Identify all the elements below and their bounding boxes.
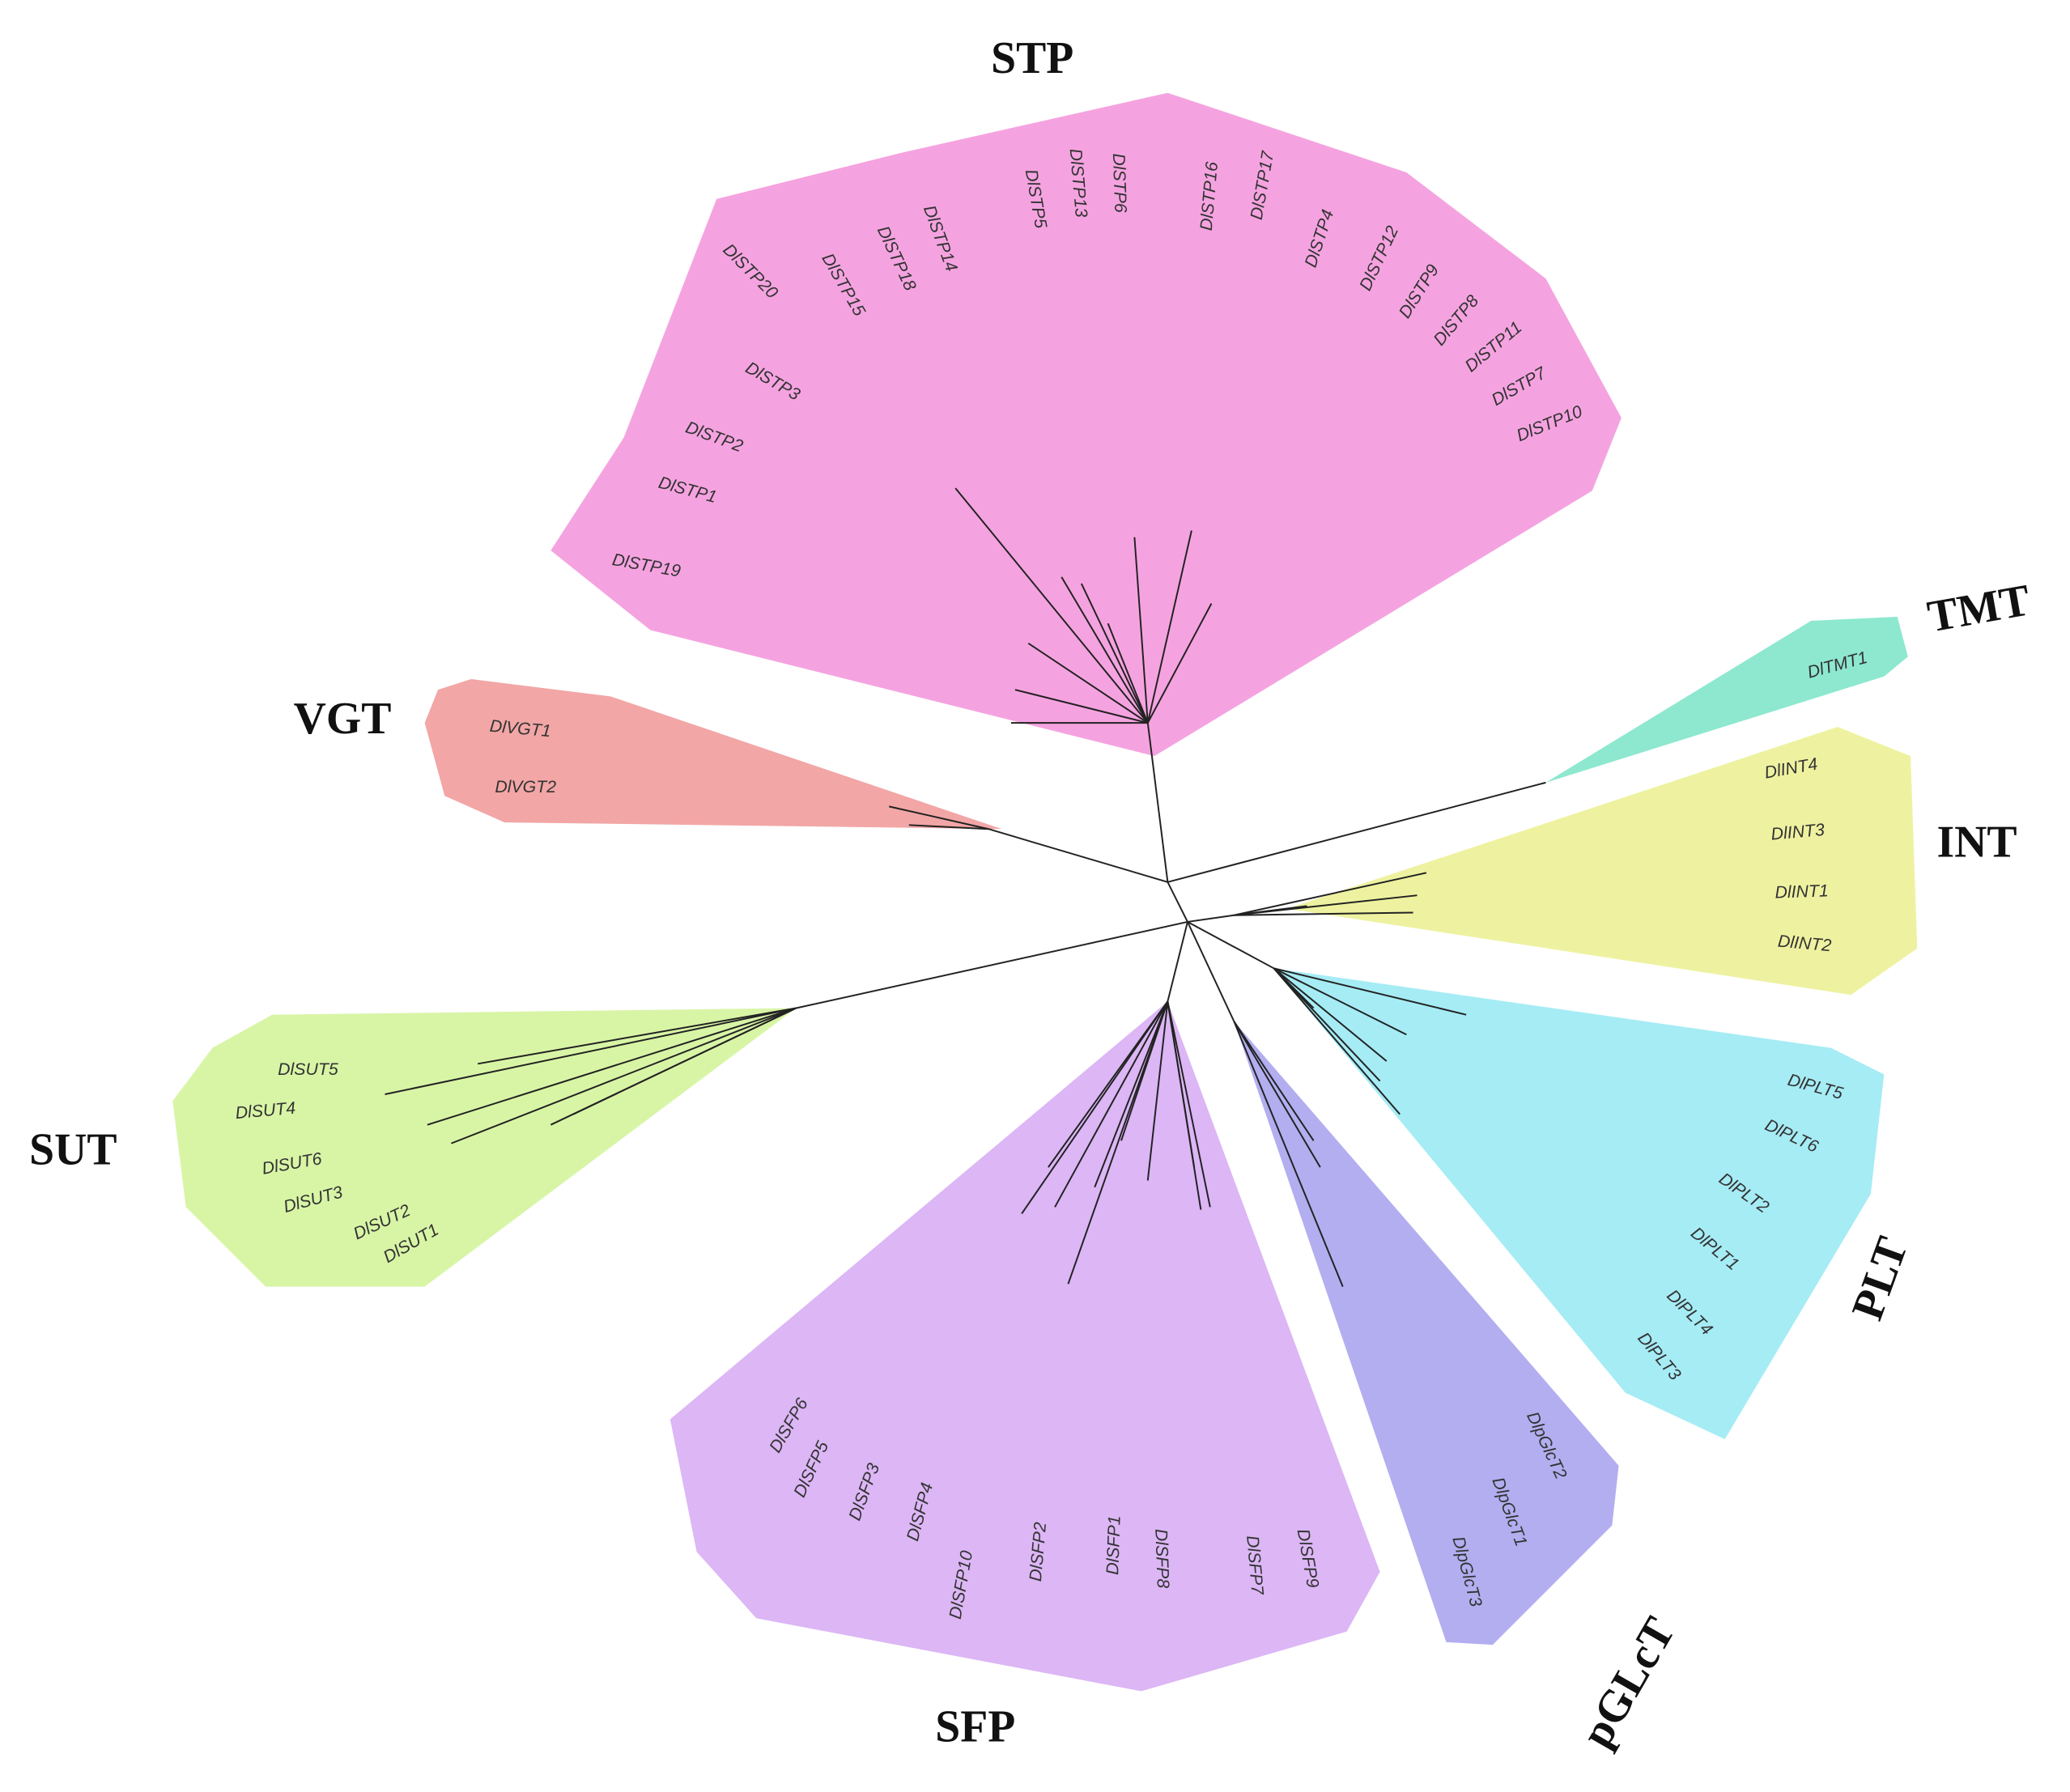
clade-stp [550,92,1622,757]
branch [1233,1021,1315,1141]
branch [908,824,989,830]
clade-sut [172,1008,797,1287]
branch [1233,1021,1321,1168]
branch [1273,967,1467,1016]
leaf-label: DlVGT2 [495,777,556,796]
branch [1133,537,1149,724]
branch [1146,1001,1169,1181]
branches [385,487,1546,1287]
branch [1167,881,1188,923]
branch [1107,622,1149,724]
leaf-label: DlINT1 [1775,881,1829,902]
clade-title: SFP [935,1701,1015,1752]
clade-title: STP [991,33,1073,83]
leaf-label: DlSTP6 [1109,153,1131,213]
branch [889,805,989,830]
branch [1234,872,1427,916]
clade-title: PLT [1843,1231,1919,1327]
branch [796,920,1188,1009]
branch [478,1007,797,1065]
branch [572,1007,797,1115]
branch [1187,921,1274,970]
clade-title: INT [1937,817,2017,867]
branch [1167,781,1546,883]
clade-vgt [424,679,1002,830]
branch [1027,642,1149,724]
branch [451,1007,797,1144]
clade-title: VGT [294,694,392,744]
branch [1021,1000,1169,1215]
leaf-label: DlINT3 [1770,820,1826,844]
branch [1167,1001,1196,1168]
branch [1234,905,1307,916]
branch [988,828,1168,883]
branch [385,1007,797,1095]
branch [1167,921,1188,1002]
branch [1273,967,1407,1036]
branch [1233,1021,1344,1287]
branch [1048,1000,1169,1168]
clade-int [1286,727,1918,996]
branch [1014,689,1149,724]
branch [1094,1000,1169,1188]
branch [1061,576,1149,724]
clade-plt [1273,968,1885,1440]
clade-title: pGLcT [1571,1609,1685,1756]
clade-title: TMT [1924,575,2034,642]
branch [427,1007,797,1126]
leaf-label: DlINT2 [1777,932,1832,956]
clade-title: SUT [29,1125,117,1175]
branch [1067,1000,1169,1285]
branch [1146,603,1213,724]
branch [1187,921,1235,1022]
leaf-label: DlSUT5 [278,1059,338,1079]
branch [1120,1000,1169,1141]
branch [1273,967,1388,1062]
leaf-label: DlSFP1 [1103,1515,1124,1575]
branch [1273,967,1315,1009]
branch [1054,1000,1169,1208]
branch [954,487,1149,724]
branch [1273,967,1401,1115]
branch [1146,723,1169,882]
branch [1146,530,1192,724]
branch [1187,914,1235,923]
branch [1080,583,1149,724]
leaf-label: DlSFP8 [1151,1528,1173,1588]
clade-pglct [1234,1021,1619,1645]
branch [1234,911,1413,916]
clade-tmt [1545,617,1908,783]
branch [1167,1001,1211,1208]
